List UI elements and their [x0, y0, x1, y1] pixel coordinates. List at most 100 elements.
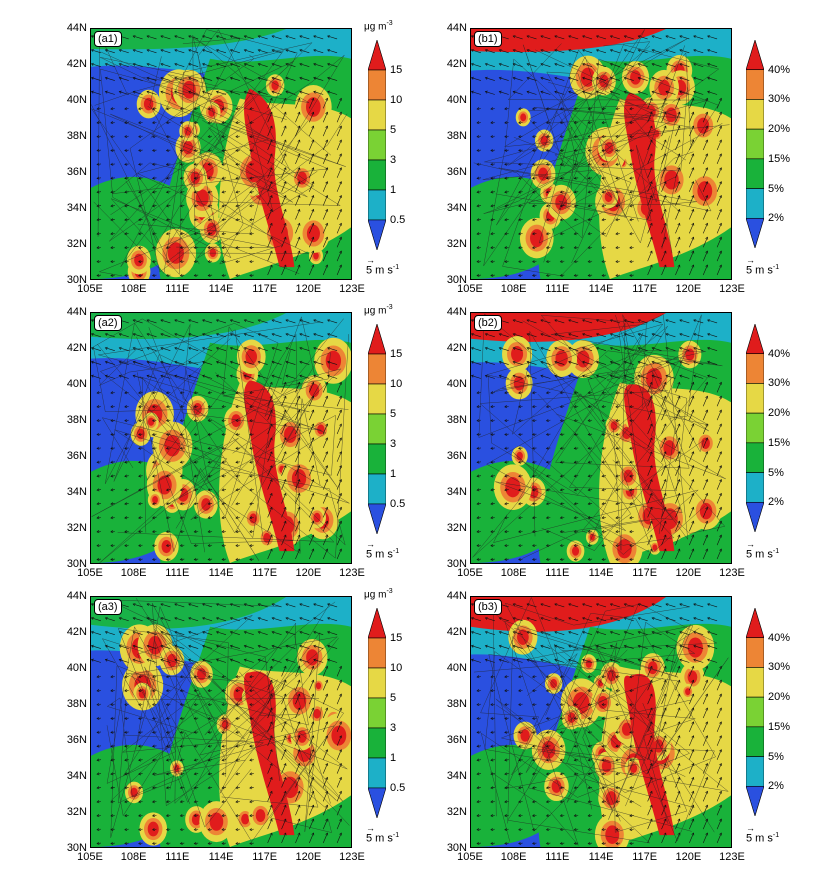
- colorbar-label: 5: [390, 692, 397, 704]
- hotspot: [314, 337, 351, 384]
- hotspot: [566, 540, 585, 562]
- panel-label: (a2): [94, 315, 122, 331]
- wind-reference-label: → 5 m s-1: [746, 256, 779, 277]
- x-tick-label: 120E: [675, 851, 702, 863]
- unit-text: μg m: [364, 305, 387, 317]
- map-field: [91, 597, 351, 847]
- colorbar-label: 2%: [768, 496, 784, 509]
- colorbar-segment: [745, 69, 765, 100]
- wind-reference-exponent: -1: [392, 548, 400, 555]
- colorbar-segment: [745, 442, 765, 473]
- panel-a2: (a2) 44N 42N 40N 38N 36N 34N 32N 30N 105E 108E 111E…: [55, 304, 435, 595]
- y-tick-label: 30N: [446, 842, 467, 854]
- colorbar-segment: [745, 785, 765, 818]
- colorbar-label: 3: [390, 438, 397, 450]
- y-tick-label: 36N: [66, 450, 87, 462]
- x-tick-label: 117E: [632, 567, 658, 579]
- unit-exponent: -3: [386, 304, 393, 311]
- y-tick-label: 30N: [66, 274, 87, 286]
- map-field: [471, 597, 731, 847]
- colorbar: [367, 38, 387, 252]
- y-tick-label: 42N: [66, 58, 87, 70]
- colorbar-segment: [367, 99, 387, 131]
- y-tick-label: 42N: [446, 342, 467, 354]
- x-tick-label: 111E: [545, 283, 570, 295]
- y-tick-label: 38N: [446, 698, 467, 710]
- colorbar: [745, 606, 765, 818]
- panel-label: (b3): [474, 599, 502, 615]
- colorbar-label: 10: [390, 378, 403, 390]
- colorbar-label: 20%: [768, 123, 791, 136]
- map-area: (b2): [470, 312, 732, 564]
- y-tick-label: 34N: [446, 202, 467, 214]
- colorbar-label: 3: [390, 154, 397, 166]
- x-tick-label: 105E: [457, 851, 483, 863]
- y-tick-label: 36N: [446, 450, 467, 462]
- colorbar-segment: [367, 129, 387, 161]
- wind-reference-exponent: -1: [772, 264, 780, 271]
- x-tick-label: 117E: [252, 851, 278, 863]
- colorbar-label: 1: [390, 184, 397, 196]
- colorbar-segment: [367, 383, 387, 415]
- y-tick-label: 40N: [446, 662, 467, 674]
- unit-label: μg m-3: [364, 588, 393, 600]
- x-tick-label: 120E: [295, 283, 322, 295]
- colorbar-label: 1: [390, 468, 397, 480]
- y-tick-label: 38N: [66, 130, 87, 142]
- colorbar-segment: [367, 637, 387, 669]
- wind-reference-exponent: -1: [772, 548, 780, 555]
- x-tick-label: 114E: [208, 283, 234, 295]
- hotspot: [290, 722, 314, 751]
- y-tick-label: 32N: [446, 522, 467, 534]
- colorbar-segment: [367, 413, 387, 445]
- colorbar-segment: [745, 606, 765, 639]
- hotspot: [294, 85, 332, 130]
- hotspot: [282, 680, 317, 722]
- wind-reference-label: → 5 m s-1: [366, 540, 399, 561]
- map-field: [91, 29, 351, 279]
- x-tick-label: 111E: [545, 851, 570, 863]
- colorbar-segment: [367, 473, 387, 505]
- x-tick-label: 105E: [77, 567, 103, 579]
- colorbar-segment: [367, 787, 387, 820]
- hotspot: [544, 771, 569, 802]
- hotspot: [297, 213, 330, 254]
- hotspot: [686, 168, 724, 214]
- wind-reference-label: → 5 m s-1: [746, 540, 779, 561]
- field-band-north-core: [471, 29, 666, 53]
- colorbar-label: 5%: [768, 182, 784, 195]
- x-tick-label: 114E: [208, 567, 234, 579]
- x-tick-label: 117E: [252, 283, 278, 295]
- hotspot: [681, 683, 695, 700]
- y-tick-label: 44N: [446, 306, 467, 318]
- colorbar-label: 20%: [768, 691, 791, 704]
- wind-reference-label: → 5 m s-1: [366, 256, 399, 277]
- x-tick-label: 108E: [500, 851, 527, 863]
- hotspot: [243, 507, 263, 530]
- colorbar-label: 0.5: [390, 214, 406, 226]
- hotspot: [199, 801, 234, 843]
- x-tick-label: 114E: [588, 851, 614, 863]
- hotspot: [580, 654, 597, 674]
- x-tick-label: 123E: [719, 851, 745, 863]
- field-band-north-core: [91, 313, 286, 339]
- y-tick-label: 36N: [446, 734, 467, 746]
- colorbar-segment: [367, 353, 387, 385]
- x-tick-label: 123E: [719, 283, 745, 295]
- y-tick-label: 34N: [66, 770, 87, 782]
- colorbar-label: 5%: [768, 750, 784, 763]
- colorbar-segment: [367, 159, 387, 191]
- x-tick-label: 108E: [500, 567, 527, 579]
- colorbar-segment: [745, 99, 765, 130]
- y-tick-label: 38N: [66, 414, 87, 426]
- colorbar-segment: [367, 322, 387, 355]
- wind-vectors: [91, 319, 343, 561]
- colorbar-segment: [745, 756, 765, 787]
- x-tick-label: 105E: [77, 851, 103, 863]
- hotspot: [546, 339, 578, 377]
- hotspot: [130, 421, 151, 446]
- map-area: (a3): [90, 596, 352, 848]
- y-tick-label: 30N: [446, 274, 467, 286]
- y-tick-label: 40N: [446, 94, 467, 106]
- panel-label: (b1): [474, 31, 502, 47]
